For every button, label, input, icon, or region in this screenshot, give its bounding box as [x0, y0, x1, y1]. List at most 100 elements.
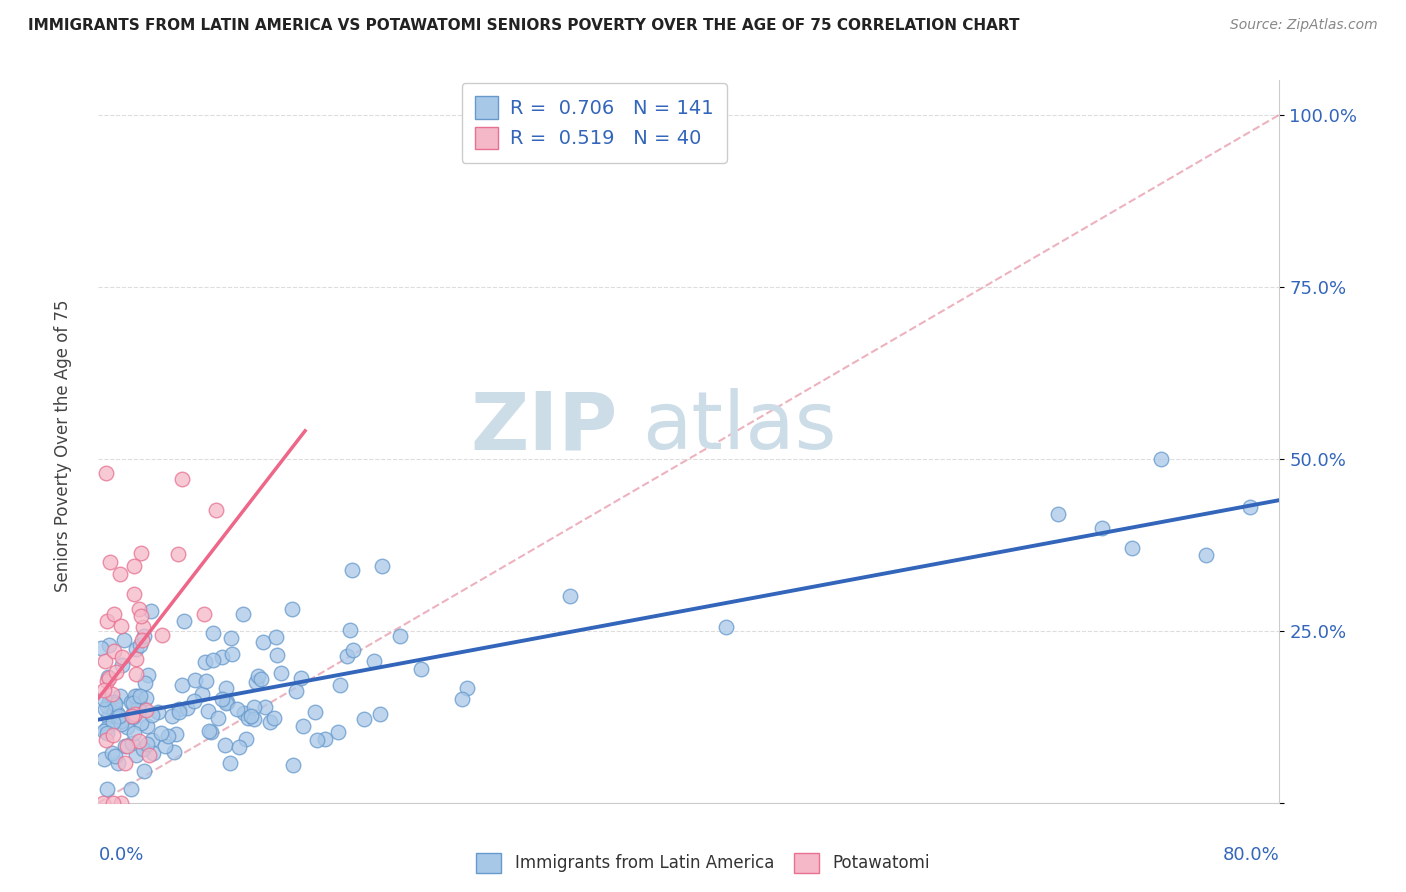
Point	[104, 748, 127, 763]
Point	[197, 705, 219, 719]
Point	[219, 631, 242, 645]
Point	[183, 694, 205, 708]
Point	[103, 644, 125, 658]
Point	[1239, 500, 1261, 514]
Point	[263, 710, 285, 724]
Point	[138, 747, 160, 762]
Point	[108, 567, 131, 582]
Point	[101, 728, 124, 742]
Point	[1195, 548, 1218, 562]
Point	[1150, 451, 1173, 466]
Point	[165, 727, 187, 741]
Point	[157, 729, 180, 743]
Point	[127, 700, 149, 714]
Point	[98, 555, 121, 569]
Text: 80.0%: 80.0%	[1223, 847, 1279, 864]
Point	[371, 558, 394, 573]
Point	[136, 668, 159, 682]
Point	[329, 678, 352, 692]
Point	[103, 695, 125, 709]
Point	[314, 731, 336, 746]
Point	[121, 709, 143, 723]
Point	[368, 706, 391, 721]
Point	[112, 633, 135, 648]
Point	[96, 699, 118, 714]
Point	[409, 662, 432, 676]
Point	[129, 689, 152, 703]
Point	[122, 696, 145, 710]
Point	[111, 657, 134, 672]
Point	[124, 697, 146, 711]
Point	[205, 502, 228, 516]
Point	[131, 632, 153, 647]
Point	[104, 665, 127, 680]
Point	[153, 739, 176, 754]
Point	[110, 717, 132, 731]
Point	[198, 724, 221, 739]
Point	[107, 756, 129, 770]
Point	[132, 764, 155, 778]
Point	[353, 712, 375, 726]
Point	[129, 715, 152, 730]
Point	[122, 558, 145, 573]
Point	[121, 710, 143, 724]
Point	[114, 739, 136, 754]
Point	[202, 653, 225, 667]
Point	[232, 706, 254, 720]
Point	[96, 726, 118, 740]
Point	[207, 711, 229, 725]
Point	[136, 719, 159, 733]
Point	[714, 620, 737, 634]
Point	[167, 705, 190, 719]
Point	[173, 615, 195, 629]
Point	[339, 623, 361, 637]
Point	[96, 670, 118, 684]
Point	[290, 671, 312, 685]
Point	[94, 732, 117, 747]
Point	[100, 687, 122, 701]
Point	[560, 589, 582, 603]
Point	[122, 706, 145, 721]
Point	[214, 739, 236, 753]
Point	[136, 737, 159, 751]
Point	[266, 630, 288, 644]
Point	[342, 643, 364, 657]
Point	[93, 752, 115, 766]
Point	[191, 687, 214, 701]
Point	[101, 714, 124, 729]
Point	[134, 702, 156, 716]
Point	[211, 649, 233, 664]
Point	[142, 746, 165, 760]
Point	[111, 650, 134, 665]
Point	[253, 700, 276, 714]
Point	[236, 711, 259, 725]
Point	[121, 782, 143, 797]
Point	[127, 690, 149, 704]
Point	[242, 712, 264, 726]
Point	[250, 672, 273, 686]
Point	[451, 691, 474, 706]
Point	[141, 604, 163, 618]
Point	[252, 635, 274, 649]
Point	[125, 667, 148, 681]
Point	[90, 640, 112, 655]
Point	[124, 689, 146, 703]
Point	[108, 689, 131, 703]
Point	[326, 725, 349, 739]
Point	[125, 641, 148, 656]
Point	[98, 638, 121, 652]
Point	[1121, 541, 1143, 556]
Point	[215, 681, 238, 696]
Point	[125, 652, 148, 666]
Point	[110, 619, 132, 633]
Point	[129, 638, 152, 652]
Point	[219, 756, 242, 770]
Text: ZIP: ZIP	[471, 388, 619, 467]
Point	[97, 710, 120, 724]
Point	[110, 714, 132, 729]
Point	[1091, 520, 1114, 534]
Point	[456, 681, 478, 695]
Point	[304, 705, 326, 719]
Point	[245, 674, 267, 689]
Legend: R =  0.706   N = 141, R =  0.519   N = 40: R = 0.706 N = 141, R = 0.519 N = 40	[461, 83, 727, 162]
